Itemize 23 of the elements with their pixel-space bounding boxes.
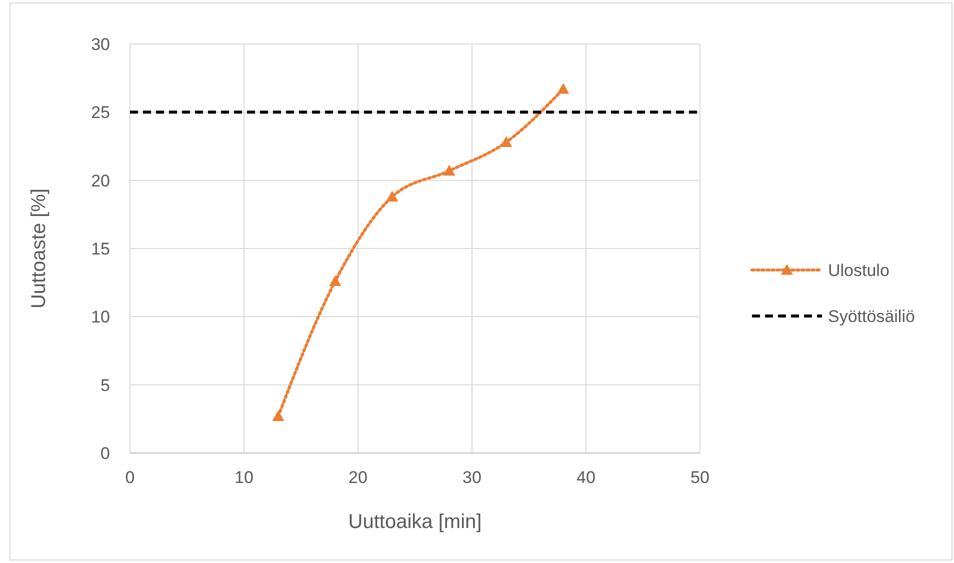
y-tick-label: 20 <box>91 171 110 190</box>
x-tick-label: 10 <box>234 468 254 487</box>
x-tick-label: 30 <box>462 468 482 487</box>
y-tick-label: 15 <box>91 240 110 258</box>
y-axis-title: Uuttoaste [%] <box>28 188 50 309</box>
x-axis-title: Uuttoaika [min] <box>348 511 482 533</box>
point <box>557 82 570 94</box>
y-tick-label: 25 <box>91 103 110 122</box>
point <box>272 410 284 421</box>
point <box>443 164 456 176</box>
y-tick-label: 0 <box>100 444 110 463</box>
y-tick-label: 30 <box>91 35 110 54</box>
x-tick-label: 50 <box>690 468 710 487</box>
x-tick-label: 20 <box>348 468 368 487</box>
point <box>386 190 398 202</box>
x-tick-label: 0 <box>125 468 135 487</box>
point <box>329 275 342 286</box>
x-tick-label: 40 <box>576 468 596 487</box>
legend-label: Ulostulo <box>828 261 890 280</box>
legend-label: Syöttösäiliö <box>828 307 915 326</box>
y-tick-label: 5 <box>100 376 110 395</box>
y-tick-label: 10 <box>91 308 110 327</box>
point <box>500 136 512 147</box>
